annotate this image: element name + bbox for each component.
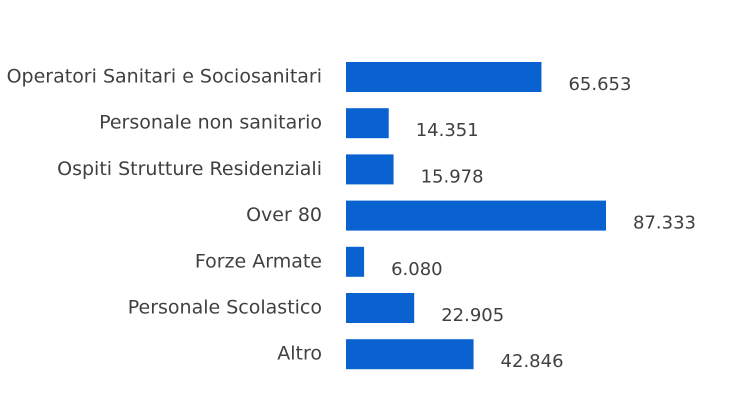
- value-label: 22.905: [441, 305, 504, 326]
- category-label: Altro: [277, 343, 322, 365]
- bar: [346, 200, 606, 231]
- category-label: Personale Scolastico: [128, 297, 322, 319]
- bar: [346, 246, 365, 277]
- category-label: Forze Armate: [195, 250, 322, 272]
- value-label: 14.351: [416, 120, 479, 141]
- bar: [346, 108, 389, 139]
- category-label: Personale non sanitario: [99, 112, 322, 134]
- value-label: 87.333: [633, 213, 696, 234]
- bar: [346, 154, 394, 185]
- value-label: 15.978: [421, 166, 484, 187]
- value-label: 42.846: [501, 351, 564, 372]
- bar: [346, 293, 415, 323]
- category-label: Ospiti Strutture Residenziali: [57, 158, 322, 180]
- value-label: 65.653: [568, 74, 631, 95]
- category-label: Operatori Sanitari e Sociosanitari: [7, 66, 322, 88]
- value-label: 6.080: [391, 259, 443, 280]
- bar: [346, 339, 474, 370]
- bar: [346, 62, 542, 92]
- category-label: Over 80: [246, 204, 322, 226]
